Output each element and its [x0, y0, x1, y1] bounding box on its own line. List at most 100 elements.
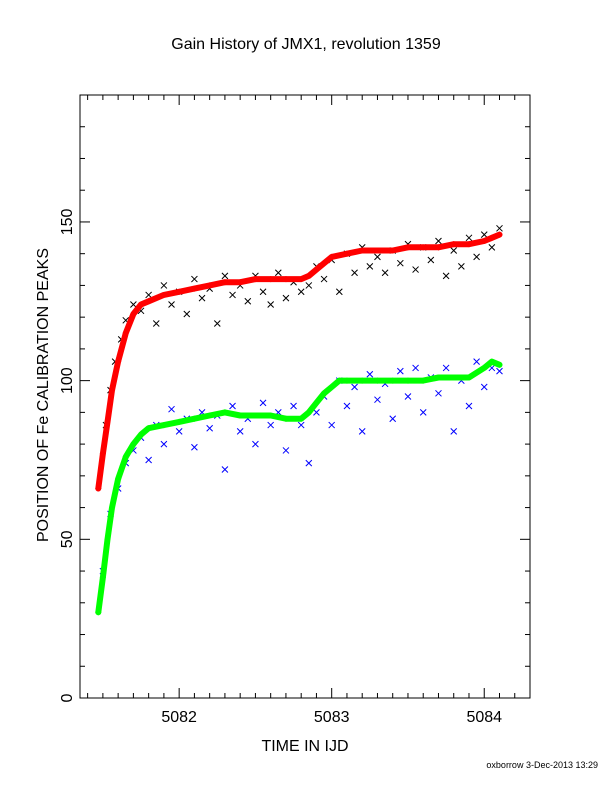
data-point — [442, 272, 450, 280]
y-tick-label: 50 — [59, 530, 76, 548]
data-point — [313, 399, 320, 406]
data-point — [191, 443, 198, 451]
data-point — [420, 377, 427, 384]
data-point — [229, 402, 236, 410]
axis-ticks: 0 50 100 150 5082 5083 5084 — [59, 94, 531, 726]
data-point — [252, 276, 259, 283]
data-point — [237, 279, 244, 286]
data-point — [381, 269, 389, 277]
data-point — [343, 250, 350, 257]
data-point — [320, 275, 328, 283]
data-point — [160, 282, 168, 289]
data-point — [282, 276, 289, 283]
data-point — [328, 383, 335, 390]
data-point — [321, 390, 328, 397]
data-point — [115, 476, 122, 483]
data-point — [160, 440, 168, 448]
data-point — [191, 415, 198, 422]
data-point — [259, 288, 267, 296]
data-point — [244, 297, 252, 305]
data-point — [351, 383, 358, 391]
data-point — [267, 421, 275, 429]
y-tick-label: 0 — [59, 693, 76, 702]
data-point — [259, 399, 267, 407]
data-point — [104, 418, 111, 425]
y-tick-label: 150 — [59, 209, 76, 236]
data-point — [168, 405, 175, 413]
data-point — [221, 272, 229, 280]
data-point — [282, 294, 290, 302]
data-point — [99, 574, 106, 581]
data-point — [358, 428, 366, 435]
data-point — [252, 440, 259, 448]
data-point — [328, 253, 335, 260]
data-point — [115, 358, 122, 365]
data-point — [290, 402, 297, 410]
fit-curve — [95, 231, 503, 492]
data-point — [496, 361, 503, 368]
data-point — [145, 456, 152, 464]
data-point — [298, 415, 305, 422]
data-point — [328, 421, 336, 429]
series-3 — [95, 358, 503, 616]
chart-title: Gain History of JMX1, revolution 1359 — [171, 36, 441, 53]
data-point — [473, 358, 480, 365]
data-point — [298, 276, 305, 283]
series-0 — [102, 224, 503, 429]
data-point — [282, 415, 289, 422]
data-point — [160, 291, 167, 298]
data-point — [359, 247, 366, 254]
data-point — [176, 288, 183, 295]
data-point — [274, 269, 282, 277]
data-point — [267, 276, 274, 283]
data-point — [176, 418, 183, 425]
data-point — [488, 243, 496, 251]
data-point — [160, 422, 167, 429]
data-point — [366, 370, 374, 378]
data-point — [138, 431, 145, 438]
y-axis-label: POSITION OF Fe CALIBRATION PEAKS — [35, 248, 52, 542]
data-point — [206, 412, 213, 419]
data-point — [374, 377, 381, 384]
data-point — [321, 260, 328, 267]
data-point — [374, 247, 381, 254]
data-point — [206, 282, 213, 289]
data-point — [168, 301, 175, 308]
data-point — [458, 263, 465, 270]
data-point — [450, 428, 458, 435]
data-point — [297, 288, 305, 296]
data-point — [236, 428, 244, 435]
series-2 — [99, 358, 503, 575]
data-point — [305, 272, 312, 279]
data-point — [138, 301, 145, 308]
data-point — [145, 291, 152, 299]
data-point — [305, 282, 313, 289]
data-point — [450, 247, 458, 254]
data-point — [130, 310, 137, 317]
data-point — [221, 466, 229, 473]
data-point — [488, 358, 495, 365]
y-tick-label: 100 — [59, 367, 76, 394]
data-point — [412, 364, 419, 372]
data-point — [145, 425, 152, 432]
data-point — [104, 536, 111, 543]
data-point — [366, 263, 374, 270]
data-point — [488, 234, 495, 241]
data-point — [412, 266, 419, 273]
data-point — [465, 241, 472, 248]
data-point — [374, 253, 381, 261]
data-point — [267, 412, 274, 419]
data-point — [465, 234, 473, 242]
data-point — [396, 259, 404, 267]
data-point — [473, 253, 480, 261]
data-point — [109, 387, 116, 394]
x-tick-label: 5083 — [314, 709, 350, 726]
data-point — [374, 396, 381, 404]
x-tick-label: 5082 — [161, 709, 197, 726]
data-point — [95, 609, 102, 616]
data-point — [404, 377, 411, 384]
footer-credit: oxborrow 3-Dec-2013 13:29 — [486, 760, 598, 770]
data-point — [389, 415, 397, 423]
data-point — [335, 288, 343, 296]
